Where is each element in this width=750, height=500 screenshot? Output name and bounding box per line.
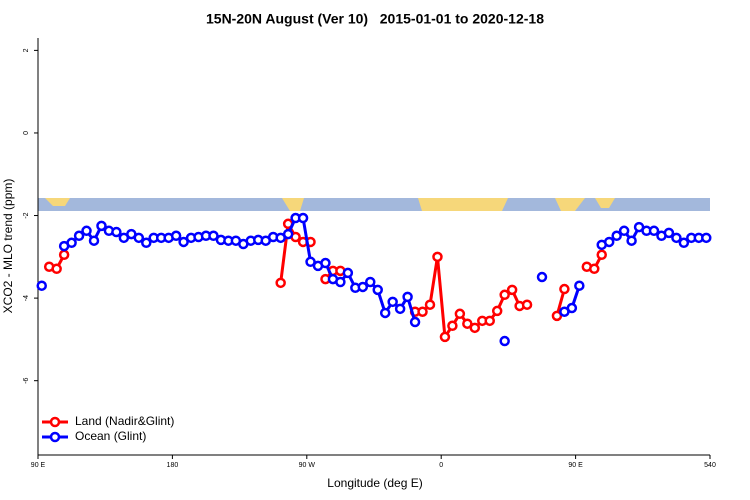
data-point	[469, 322, 481, 334]
data-point	[484, 315, 495, 327]
legend-label: Land (Nadir&Glint)	[75, 414, 174, 428]
data-point	[178, 236, 189, 248]
data-point	[574, 280, 585, 291]
data-point	[701, 232, 712, 244]
data-point	[111, 226, 122, 238]
data-point	[365, 276, 376, 288]
data-point	[671, 232, 682, 244]
data-point	[342, 267, 354, 279]
x-tick-label: 540	[704, 462, 716, 469]
data-point	[305, 256, 316, 268]
data-point	[559, 283, 570, 295]
data-point	[491, 305, 503, 317]
y-axis-label: XCO2 - MLO trend (ppm)	[1, 179, 15, 314]
y-tick-label: -4	[23, 295, 30, 301]
data-point	[432, 251, 443, 263]
data-point	[320, 257, 331, 269]
y-tick-label: 0	[23, 131, 30, 135]
y-tick-label: -2	[23, 212, 30, 218]
data-point	[611, 230, 622, 242]
data-point	[394, 303, 406, 315]
x-tick-label: 90 E	[568, 462, 583, 469]
x-tick-label: 0	[439, 462, 443, 469]
x-tick-label: 90 W	[299, 462, 316, 469]
data-point	[275, 277, 286, 289]
y-tick-label: -6	[23, 377, 30, 383]
data-point	[589, 263, 600, 275]
legend-marker	[49, 431, 61, 443]
data-point	[566, 302, 578, 314]
data-point	[424, 299, 436, 310]
data-point	[73, 230, 85, 242]
y-tick-label: 2	[23, 48, 30, 52]
data-point	[297, 212, 309, 224]
data-point	[626, 235, 637, 246]
data-point	[596, 249, 607, 261]
data-point	[170, 230, 182, 242]
data-point	[409, 316, 421, 328]
data-point	[618, 225, 630, 237]
data-point	[454, 308, 466, 320]
data-point	[447, 320, 458, 332]
data-point	[402, 291, 413, 303]
x-axis-label: Longitude (deg E)	[327, 476, 422, 490]
x-tick-label: 90 E	[31, 462, 46, 469]
data-point	[51, 263, 62, 275]
data-point	[372, 284, 383, 296]
data-point	[141, 237, 152, 249]
data-point	[462, 318, 473, 329]
data-point	[335, 276, 346, 288]
data-point	[66, 237, 77, 249]
x-tick-label: 180	[167, 462, 179, 469]
data-point	[379, 307, 391, 319]
data-point	[387, 296, 398, 308]
data-point	[133, 232, 145, 244]
data-point	[96, 220, 107, 232]
data-point	[521, 299, 533, 310]
legend-label: Ocean (Glint)	[75, 429, 146, 443]
data-point	[36, 280, 47, 291]
data-point	[417, 306, 428, 317]
data-point	[536, 271, 548, 283]
data-point	[357, 281, 369, 293]
legend-marker	[49, 416, 61, 428]
chart-title: 15N-20N August (Ver 10) 2015-01-01 to 20…	[206, 11, 544, 27]
data-point	[663, 227, 675, 239]
data-point	[678, 237, 690, 249]
data-point	[603, 236, 615, 248]
data-point	[551, 310, 563, 322]
data-point	[81, 225, 92, 237]
data-point	[499, 289, 510, 301]
map-strip	[38, 198, 710, 211]
data-point	[648, 225, 660, 237]
data-point	[282, 228, 294, 240]
data-point	[439, 331, 451, 343]
data-point	[506, 284, 518, 296]
data-point	[499, 335, 510, 347]
data-point	[58, 249, 70, 261]
data-point	[88, 235, 100, 246]
data-point	[208, 230, 219, 242]
